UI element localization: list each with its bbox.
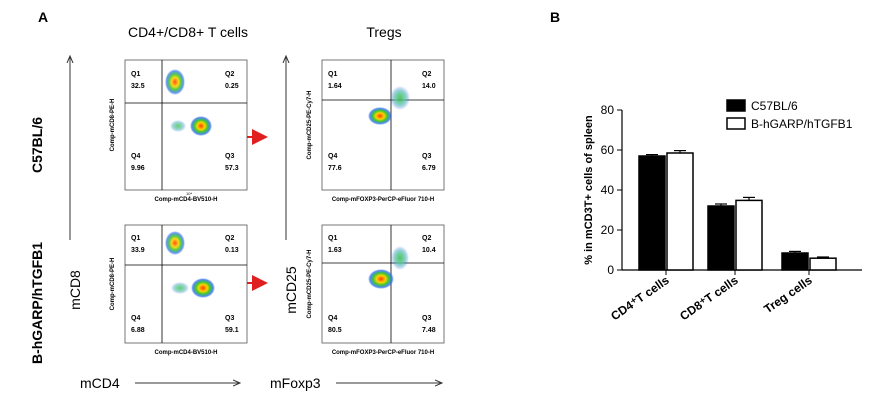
flow-plot-wt-treg: Q1 1.64 Q2 14.0 Q3 6.79 Q4 77.6 Comp-mCD… <box>307 59 445 203</box>
panel-b-letter: B <box>550 9 560 25</box>
plot-axis-title: Comp-mFOXP3-PerCP-eFluor 710-H <box>332 197 434 203</box>
plot-axis-title: Comp-mCD8-PE-H <box>110 99 116 152</box>
flow-plot-ki-treg: Q1 1.63 Q2 10.4 Q3 7.48 Q4 80.5 Comp-mCD… <box>307 224 445 356</box>
x-tick-label: Treg cells <box>761 273 815 316</box>
mcd8-label: mCD8 <box>67 270 83 310</box>
quad-value: 0.25 <box>225 83 239 90</box>
quad-label: Q4 <box>328 315 337 322</box>
y-tick-label: 20 <box>601 223 615 237</box>
bar <box>638 155 666 271</box>
x-tick-label: CD8⁺T cells <box>677 273 741 323</box>
quad-value: 6.88 <box>131 327 145 334</box>
col-title-tregs: Tregs <box>366 24 401 40</box>
plot-axis-title: Comp-mCD4-BV510-H <box>154 197 217 203</box>
bar <box>707 205 735 271</box>
panel-a-letter: A <box>38 9 48 25</box>
bar <box>666 152 694 271</box>
quad-label: Q1 <box>131 235 140 242</box>
flow-plot-wt-cd4cd8: Q1 32.5 Q2 0.25 Q3 57.3 Q4 9.96 Comp-mCD… <box>110 59 248 203</box>
quad-value: 32.5 <box>131 83 145 90</box>
quad-label: Q3 <box>225 153 234 160</box>
bar-chart: 0 20 40 60 80 % in mCD3T+ cells of spleen CD4⁺… <box>583 99 862 323</box>
quad-label: Q2 <box>422 235 431 242</box>
tick-label: 10⁴ <box>186 191 192 196</box>
quad-label: Q1 <box>131 71 140 78</box>
y-tick-label: 80 <box>601 103 615 117</box>
quad-value: 1.63 <box>328 247 342 254</box>
col-title-cd4cd8: CD4+/CD8+ T cells <box>128 24 248 40</box>
quad-label: Q2 <box>225 235 234 242</box>
quad-label: Q2 <box>225 71 234 78</box>
legend-label: B-hGARP/hTGFB1 <box>751 117 853 131</box>
quad-label: Q1 <box>328 71 337 78</box>
plot-axis-title: Comp-mFOXP3-PerCP-eFluor 710-H <box>332 350 434 356</box>
y-tick-label: 60 <box>601 143 615 157</box>
legend-swatch <box>726 117 746 130</box>
quad-value: 33.9 <box>131 247 145 254</box>
quad-label: Q4 <box>131 315 140 322</box>
row-label-hgarp: B-hGARP/hTGFB1 <box>29 242 45 364</box>
quad-value: 80.5 <box>328 327 342 334</box>
legend-label: C57BL/6 <box>751 99 798 113</box>
y-tick-label: 0 <box>607 263 614 277</box>
quad-value: 0.13 <box>225 247 239 254</box>
plot-axis-title: Comp-mCD25-PE-Cy7-H <box>307 90 313 159</box>
plot-axis-title: Comp-mCD25-PE-Cy7-H <box>307 249 313 318</box>
bar <box>809 257 837 271</box>
quad-value: 14.0 <box>422 83 436 90</box>
quad-value: 57.3 <box>225 165 239 172</box>
quad-label: Q4 <box>328 153 337 160</box>
quad-value: 6.79 <box>422 165 436 172</box>
mfoxp3-label: mFoxp3 <box>270 375 321 391</box>
mcd25-label: mCD25 <box>283 266 299 314</box>
row-label-c57bl6: C57BL/6 <box>29 117 45 173</box>
y-axis-title: % in mCD3T+ cells of spleen <box>583 115 595 265</box>
bar <box>781 252 809 271</box>
quad-value: 10.4 <box>422 247 436 254</box>
y-tick-label: 40 <box>601 183 615 197</box>
plot-axis-title: Comp-mCD4-BV510-H <box>154 350 217 356</box>
quad-value: 7.48 <box>422 327 436 334</box>
plot-axis-title: Comp-mCD8-PE-H <box>110 258 116 311</box>
x-tick-label: CD4⁺T cells <box>608 273 672 323</box>
bar <box>735 199 763 271</box>
flow-plot-ki-cd4cd8: Q1 33.9 Q2 0.13 Q3 59.1 Q4 6.88 Comp-mCD… <box>110 224 248 356</box>
quad-value: 9.96 <box>131 165 145 172</box>
quad-label: Q3 <box>225 315 234 322</box>
quad-label: Q4 <box>131 153 140 160</box>
quad-label: Q3 <box>422 315 431 322</box>
quad-value: 1.64 <box>328 83 342 90</box>
legend-swatch <box>726 99 746 112</box>
mcd4-label: mCD4 <box>80 375 120 391</box>
quad-value: 59.1 <box>225 327 239 334</box>
quad-label: Q2 <box>422 71 431 78</box>
quad-label: Q1 <box>328 235 337 242</box>
quad-value: 77.6 <box>328 165 342 172</box>
quad-label: Q3 <box>422 153 431 160</box>
